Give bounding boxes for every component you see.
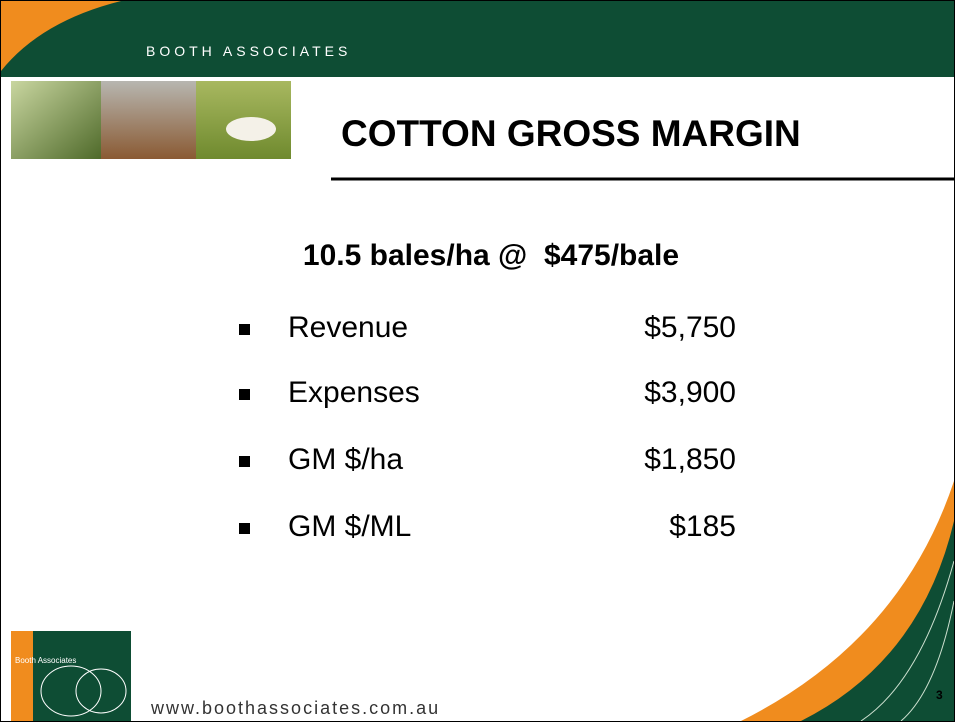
item-label: GM $/ha [288, 443, 403, 477]
item-value: $1,850 [561, 443, 736, 477]
slide: BOOTH ASSOCIATES COTTON GROSS MARGIN 10.… [0, 0, 955, 722]
page-number: 3 [936, 688, 943, 702]
decoration [1, 1, 954, 721]
item-label: GM $/ML [288, 510, 411, 544]
item-value: $5,750 [561, 311, 736, 345]
bullet [239, 389, 250, 400]
url: www.boothassociates.com.au [151, 698, 440, 719]
logo-text: Booth Associates [15, 656, 76, 665]
bullet [239, 456, 250, 467]
subtitle: 10.5 bales/ha @ $475/bale [1, 239, 955, 273]
item-value: $3,900 [561, 376, 736, 410]
title: COTTON GROSS MARGIN [341, 113, 801, 155]
bullet [239, 523, 250, 534]
item-value: $185 [561, 510, 736, 544]
brand: BOOTH ASSOCIATES [146, 43, 351, 59]
item-label: Expenses [288, 376, 420, 410]
bullet [239, 324, 250, 335]
item-label: Revenue [288, 311, 408, 345]
